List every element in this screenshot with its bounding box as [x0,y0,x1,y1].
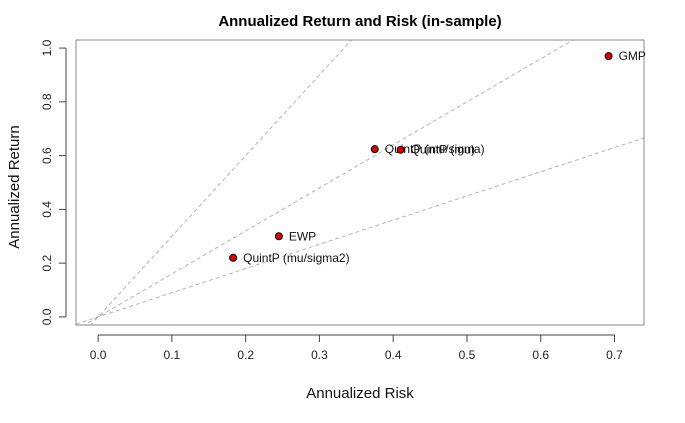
plot-area-frame [75,39,645,326]
x-tick-label: 0.2 [237,348,254,362]
data-point-label: QuintP (mu) [411,143,475,157]
y-tick-label: 0.0 [40,308,54,325]
x-tick-label: 0.1 [164,348,181,362]
x-tick-label: 0.7 [606,348,623,362]
chart-title: Annualized Return and Risk (in-sample) [218,13,501,30]
y-tick-label: 0.8 [40,93,54,110]
data-point-label: GMP [619,49,646,63]
data-point [396,145,405,154]
data-point-label: QuintP (mu/sigma2) [243,251,349,265]
data-point [370,145,379,154]
data-point [604,52,613,61]
points-layer: GMP QuintP (mu/sigma)QuintP (mu) EWP QuintP… [229,49,646,265]
x-tick-label: 0.0 [90,348,107,362]
x-tick-label: 0.6 [532,348,549,362]
y-axis-title: Annualized Return [6,125,23,248]
reference-line-3 [76,137,644,325]
x-tick-label: 0.5 [459,348,476,362]
reference-line-1 [90,40,353,325]
data-point-label: QuintP (mu/sigma) [385,142,485,156]
data-point-label: EWP [289,229,316,243]
y-tick-label: 0.4 [40,201,54,218]
data-point [229,253,238,262]
x-tick-label: 0.4 [385,348,402,362]
x-axis: 0.0 0.1 0.2 0.3 0.4 0.5 0.6 0.7 [90,334,623,362]
y-tick-label: 1.0 [40,39,54,56]
x-axis-title: Annualized Risk [306,385,414,402]
reference-lines-layer [76,40,644,325]
y-tick-label: 0.2 [40,254,54,271]
y-axis: 0.0 0.2 0.4 0.6 0.8 1.0 [40,39,67,325]
y-tick-label: 0.6 [40,147,54,164]
reference-line-2 [83,40,574,325]
data-point [274,232,283,241]
x-tick-label: 0.3 [311,348,328,362]
